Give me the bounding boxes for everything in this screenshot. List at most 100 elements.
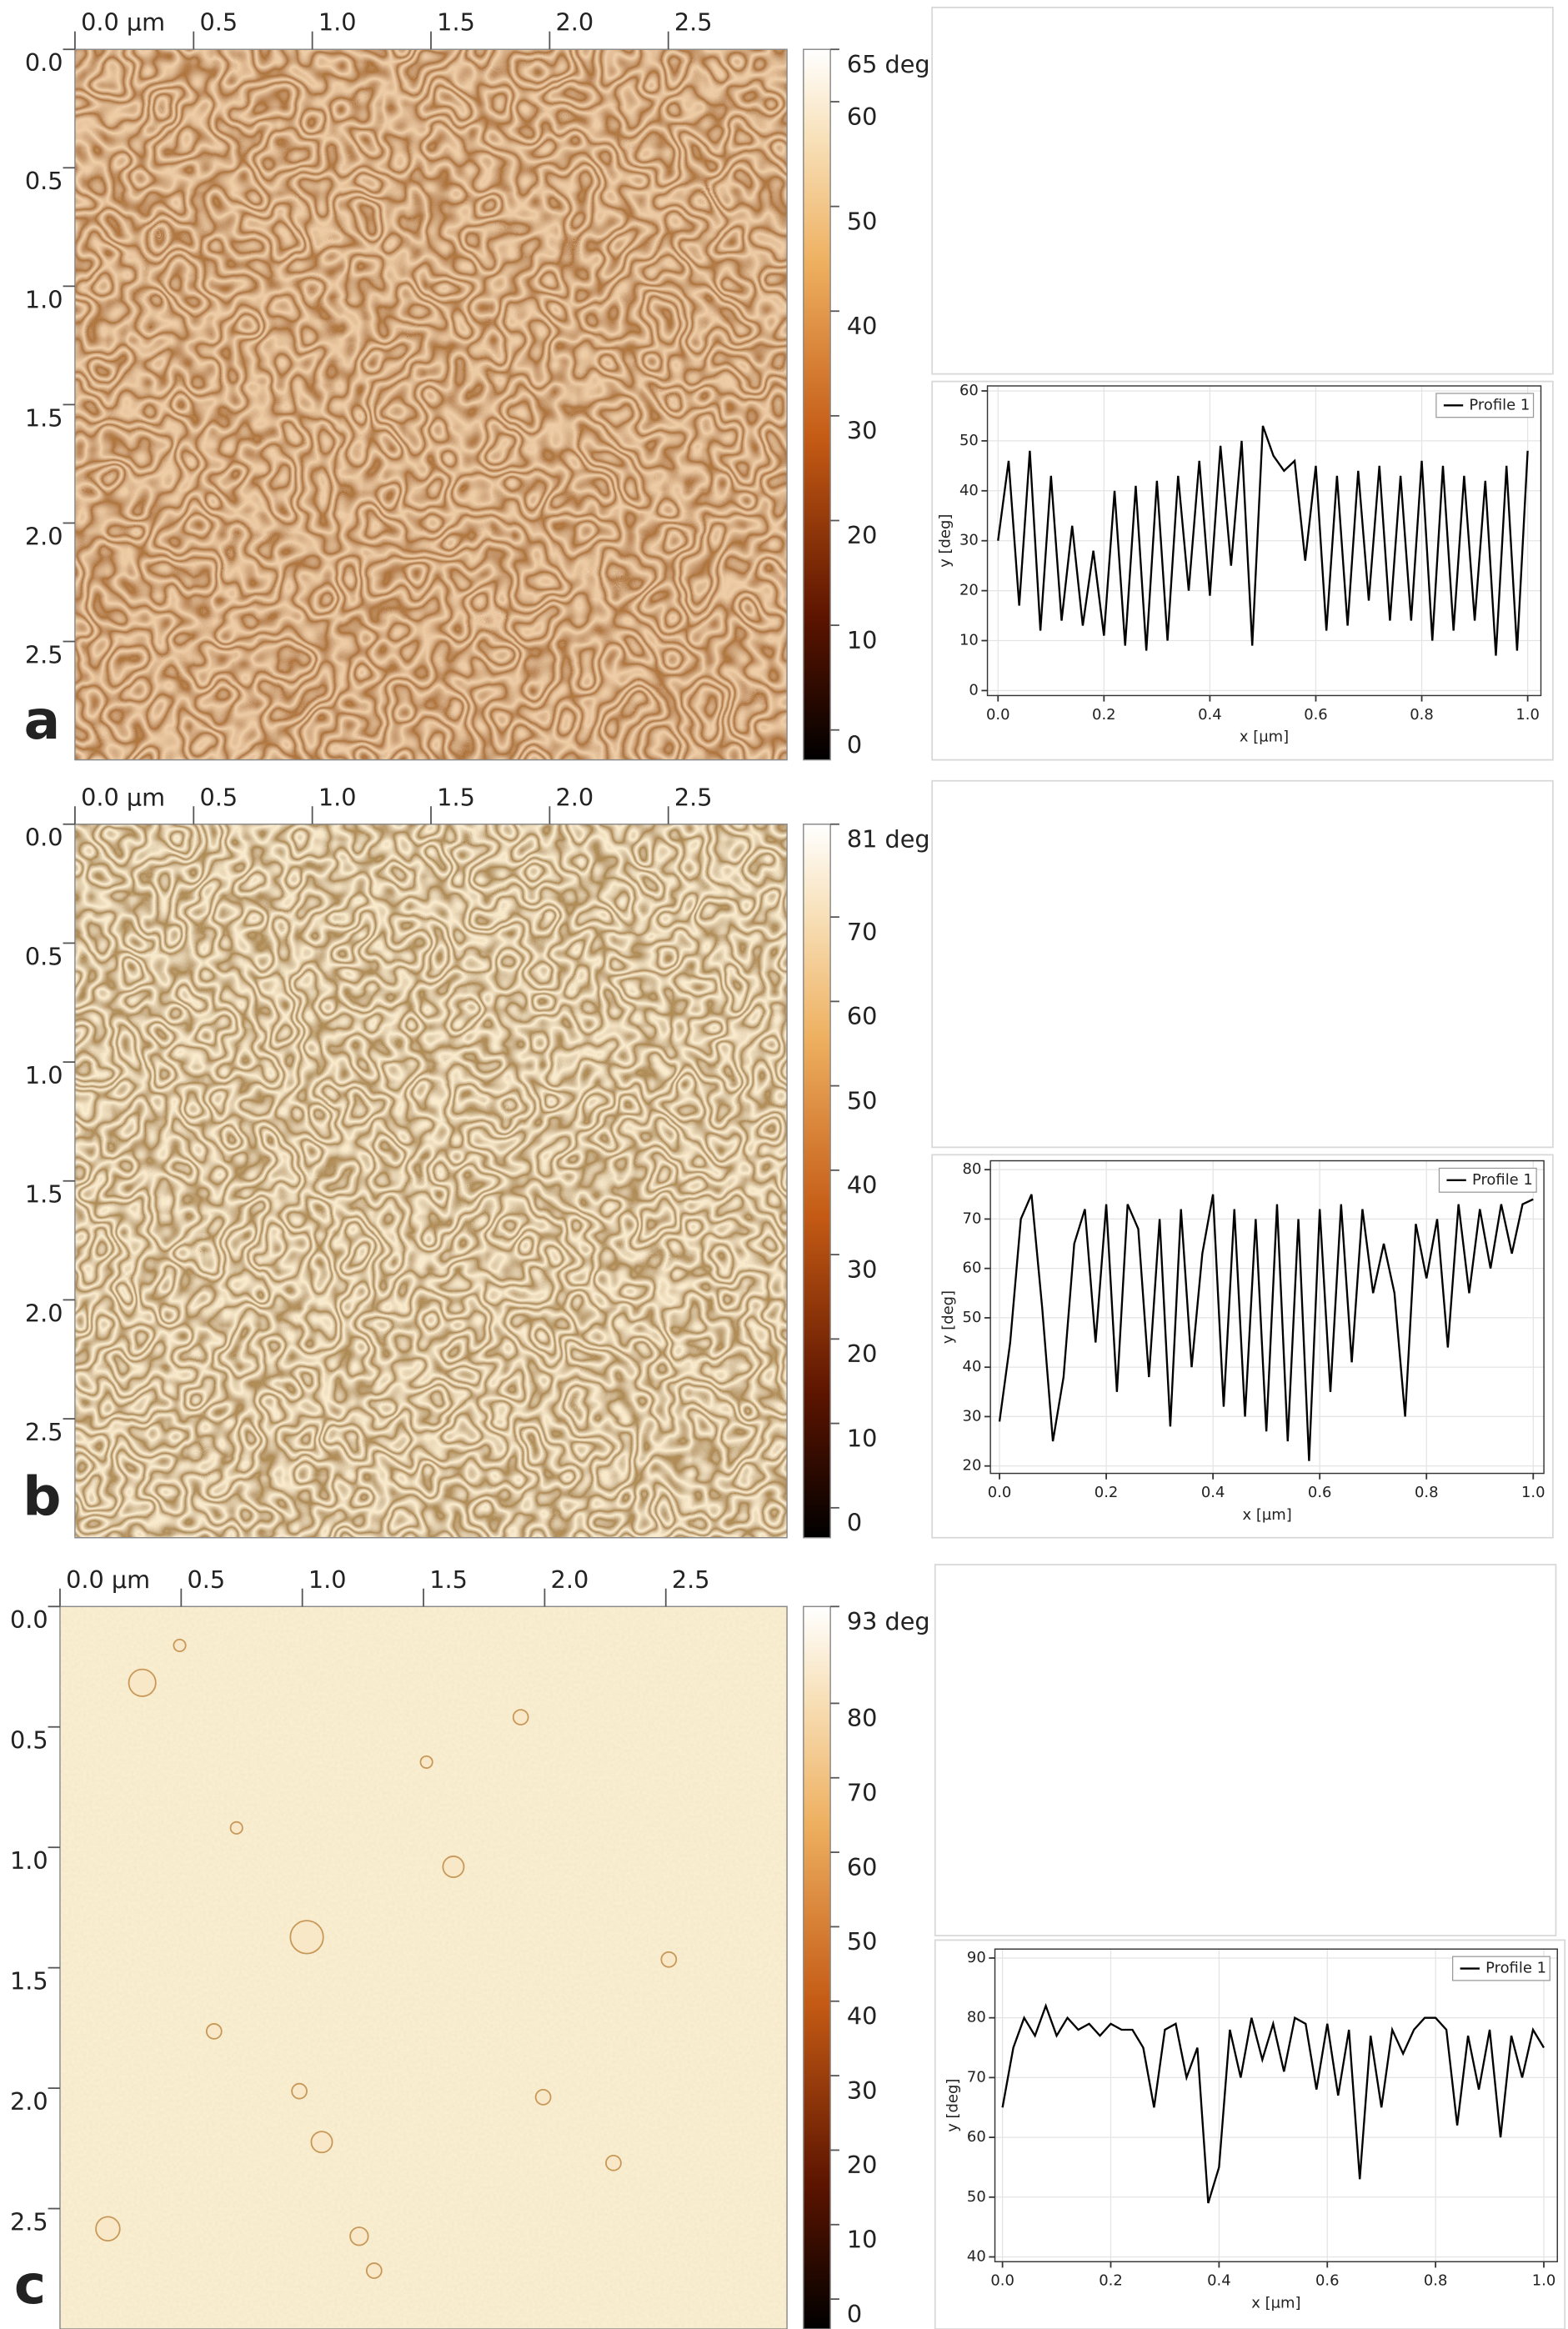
particle	[173, 1638, 187, 1652]
y-tick-label: 1.0	[10, 1846, 48, 1875]
plot-area	[986, 385, 1542, 697]
y-tick-label: 0.0	[25, 48, 63, 77]
x-tick-label: 2.5	[672, 1565, 710, 1594]
x-tick-label: 0.5	[199, 8, 238, 37]
particle	[349, 2226, 369, 2246]
colorbar-label: 30	[847, 2076, 878, 2105]
y-tick-label: 40	[963, 1358, 982, 1375]
particle	[442, 1856, 465, 1878]
x-tick-label: 1.5	[437, 8, 475, 37]
y-axis-label: y [deg]	[936, 514, 954, 568]
particle	[128, 1668, 157, 1697]
y-tick-label: 1.0	[25, 1061, 63, 1089]
y-tick-label: 0.0	[25, 824, 63, 852]
x-tick-label: 0.8	[1424, 2272, 1448, 2290]
profile-line	[1001, 2002, 1545, 2204]
x-tick-label: 1.5	[437, 783, 475, 811]
x-axis-label: x [µm]	[1240, 729, 1289, 746]
particle	[291, 2082, 308, 2100]
y-axis-label: y [deg]	[939, 1290, 957, 1344]
colorbar-label: 10	[847, 2226, 878, 2254]
y-tick-label: 0	[969, 681, 978, 699]
x-tick-label: 0.8	[1410, 706, 1434, 724]
colorbar-label: 30	[847, 1255, 878, 1284]
x-tick-label: 0.6	[1304, 706, 1328, 724]
y-tick-label: 1.5	[10, 1967, 48, 1996]
colorbar-label: 0	[847, 2300, 862, 2328]
x-tick-label: 0.4	[1207, 2272, 1231, 2290]
x-tick-label: 1.0	[308, 1565, 347, 1594]
x-tick-label: 1.0	[318, 783, 357, 811]
x-tick-label: 0.8	[1415, 1484, 1439, 1501]
colorbar-label: 40	[847, 1171, 878, 1200]
particle	[229, 1821, 243, 1835]
x-tick-label: 2.0	[556, 8, 594, 37]
y-tick-label: 2.5	[25, 640, 63, 669]
particle	[534, 2088, 552, 2106]
plot-area	[989, 1159, 1545, 1475]
y-tick-label: 30	[963, 1407, 982, 1425]
empty-panel	[934, 1564, 1557, 1936]
plot-area	[994, 1948, 1558, 2262]
y-tick-label: 30	[959, 532, 979, 549]
colorbar	[803, 824, 831, 1539]
particle	[289, 1920, 324, 1955]
y-tick-label: 1.0	[25, 285, 63, 313]
x-axis-label: x [µm]	[1243, 1506, 1292, 1524]
particle	[205, 2023, 223, 2040]
chart-frame	[931, 380, 1554, 761]
y-tick-label: 50	[963, 1309, 982, 1326]
colorbar-label: 20	[847, 521, 878, 549]
particle	[512, 1709, 529, 1725]
colorbar-label: 20	[847, 2151, 878, 2179]
y-tick-label: 1.5	[25, 1180, 63, 1209]
y-tick-label: 10	[959, 632, 979, 649]
x-tick-label: 0.4	[1198, 706, 1222, 724]
x-tick-label: 1.5	[429, 1565, 468, 1594]
particle	[419, 1755, 433, 1769]
particle	[605, 2154, 622, 2171]
afm-image	[74, 824, 788, 1538]
y-tick-label: 20	[963, 1457, 982, 1475]
x-tick-label: 0.0	[986, 706, 1010, 724]
colorbar-label: 93 deg	[847, 1607, 930, 1635]
legend-box	[1435, 393, 1535, 418]
chart-frame	[934, 1939, 1566, 2329]
y-tick-label: 50	[959, 432, 979, 449]
y-tick-label: 2.0	[10, 2087, 48, 2116]
x-tick-label: 1.0	[1532, 2272, 1556, 2290]
colorbar-label: 0	[847, 730, 862, 759]
colorbar-label: 65 deg	[847, 50, 930, 78]
panel-label: b	[23, 1465, 61, 1528]
x-axis-label: x [µm]	[1251, 2294, 1300, 2311]
y-tick-label: 2.5	[25, 1418, 63, 1446]
x-tick-label: 0.5	[188, 1565, 226, 1594]
afm-image	[59, 1606, 788, 2329]
particle	[365, 2262, 383, 2279]
x-tick-label: 0.4	[1201, 1484, 1225, 1501]
y-tick-label: 0.5	[10, 1726, 48, 1755]
y-tick-label: 2.0	[25, 522, 63, 550]
y-tick-label: 60	[959, 382, 979, 399]
x-tick-label: 1.0	[1521, 1484, 1545, 1501]
x-tick-label: 0.5	[199, 783, 238, 811]
y-tick-label: 1.5	[25, 403, 63, 432]
y-tick-label: 40	[959, 482, 979, 499]
colorbar-label: 60	[847, 1002, 878, 1030]
colorbar-label: 50	[847, 207, 878, 235]
colorbar-label: 60	[847, 103, 878, 131]
colorbar-label: 10	[847, 626, 878, 654]
colorbar-label: 60	[847, 1853, 878, 1881]
colorbar-label: 30	[847, 417, 878, 445]
profile-line	[998, 1194, 1534, 1461]
x-tick-label: 0.0 µm	[81, 783, 165, 811]
y-tick-label: 0.5	[25, 942, 63, 970]
colorbar-label: 70	[847, 1778, 878, 1806]
colorbar-label: 10	[847, 1424, 878, 1452]
legend-label: Profile 1	[1472, 1171, 1533, 1189]
colorbar-label: 40	[847, 312, 878, 340]
x-tick-label: 1.0	[318, 8, 357, 37]
particle	[310, 2131, 333, 2154]
y-tick-label: 70	[967, 2068, 986, 2086]
